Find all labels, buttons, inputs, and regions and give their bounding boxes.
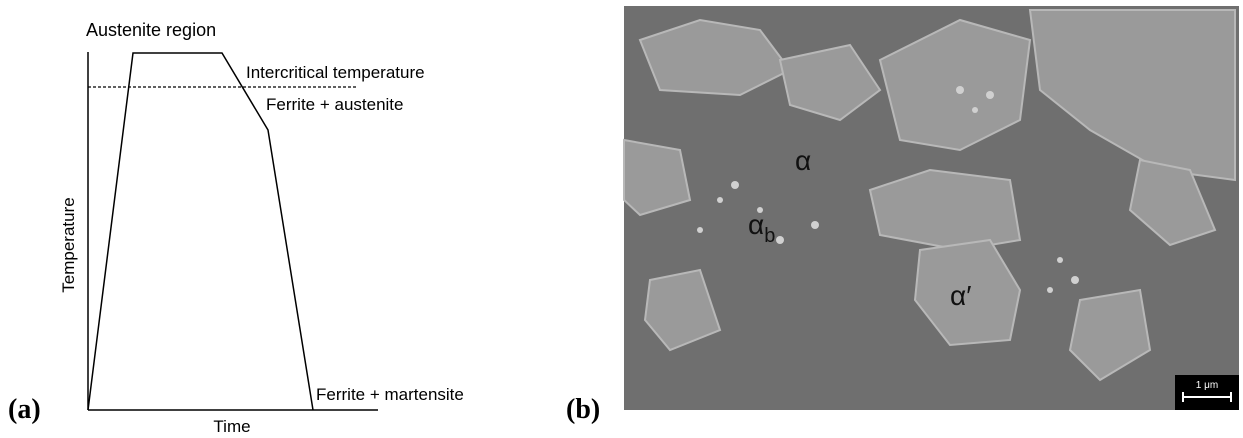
scale-bar-label: 1 μm [1196,380,1218,391]
panel-label: (b) [566,394,600,425]
phase-symbol: α [748,209,764,240]
panel-b: (b) α αb α′ 1 μm [566,6,1239,425]
x-axis-label: Time [213,417,250,436]
intercritical-label: Intercritical temperature [246,63,425,82]
panel-label: (a) [8,394,41,425]
panel-a: Austenite region Intercritical temperatu… [8,20,464,436]
final-label: Ferrite + martensite [316,385,464,404]
two-phase-label: Ferrite + austenite [266,95,404,114]
region-label: Austenite region [86,20,216,40]
figure: Austenite region Intercritical temperatu… [0,0,1243,438]
phase-label: α′ [950,280,971,311]
phase-label: α [795,145,811,176]
y-axis-label: Temperature [59,197,78,292]
phase-subscript: b [764,225,775,247]
